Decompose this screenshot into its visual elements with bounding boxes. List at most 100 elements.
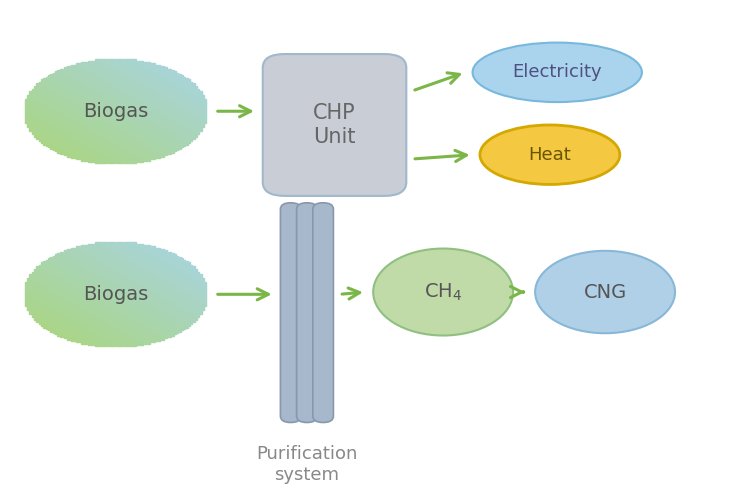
Bar [176, 133, 178, 134]
Bar [129, 245, 132, 246]
Bar [129, 298, 132, 300]
Bar [127, 83, 129, 84]
Bar [111, 150, 113, 151]
Bar [48, 101, 50, 102]
Bar [111, 74, 113, 75]
Bar [50, 107, 52, 108]
Bar [167, 283, 169, 284]
Bar [132, 117, 134, 118]
Bar [120, 151, 123, 153]
Bar [188, 142, 190, 143]
Bar [165, 289, 167, 290]
Bar [169, 151, 171, 153]
Bar [76, 91, 78, 93]
Bar [165, 103, 167, 104]
Bar [197, 284, 200, 285]
Bar [87, 322, 90, 324]
Bar [129, 159, 132, 161]
Bar [60, 296, 62, 297]
Bar [160, 74, 162, 75]
Bar [185, 320, 188, 321]
Bar [69, 253, 71, 254]
Bar [146, 325, 148, 326]
Bar [118, 333, 120, 334]
Bar [46, 95, 48, 97]
Bar [141, 321, 143, 322]
Bar [113, 131, 115, 133]
Bar [71, 249, 74, 250]
Bar [146, 83, 148, 84]
Bar [143, 260, 146, 261]
Bar [153, 272, 155, 273]
Bar [153, 338, 155, 340]
Bar [55, 298, 57, 300]
Bar [171, 263, 174, 264]
Bar [55, 327, 57, 329]
Bar [120, 73, 123, 74]
Bar [57, 141, 60, 142]
Bar [64, 78, 67, 79]
Bar [195, 307, 197, 309]
Bar [104, 309, 106, 310]
Bar [190, 316, 192, 317]
Bar [92, 95, 95, 97]
Bar [127, 332, 129, 333]
Bar [134, 321, 137, 322]
Bar [69, 258, 71, 260]
Bar [57, 111, 60, 113]
Bar [146, 265, 148, 266]
Bar [106, 270, 109, 272]
Bar [197, 294, 200, 296]
Bar [183, 127, 185, 128]
Bar [99, 71, 101, 73]
Bar [109, 102, 111, 103]
Bar [34, 135, 36, 137]
Bar [190, 106, 192, 107]
Bar [115, 300, 118, 301]
Bar [106, 252, 109, 253]
Bar [183, 101, 185, 102]
Bar [85, 253, 87, 254]
Bar [83, 86, 85, 87]
Bar [178, 261, 181, 263]
Bar [92, 272, 95, 273]
Bar [113, 265, 115, 266]
Bar [162, 69, 164, 70]
Bar [97, 298, 99, 300]
Bar [67, 250, 69, 252]
Bar [197, 97, 200, 98]
Bar [57, 131, 60, 133]
Bar [46, 93, 48, 94]
Bar [169, 82, 171, 83]
Bar [69, 95, 71, 97]
Bar [129, 281, 132, 283]
Bar [87, 342, 90, 344]
Bar [188, 141, 190, 142]
Bar [76, 151, 78, 153]
Bar [92, 141, 95, 142]
Bar [188, 263, 190, 264]
Bar [125, 305, 127, 306]
Bar [71, 320, 74, 321]
Bar [44, 290, 46, 292]
Bar [146, 95, 148, 97]
Bar [155, 296, 157, 297]
Bar [176, 95, 178, 97]
Bar [141, 111, 143, 113]
Bar [137, 320, 139, 321]
Bar [192, 118, 194, 119]
Bar [81, 316, 83, 317]
Bar [176, 292, 178, 293]
Bar [169, 252, 171, 253]
Bar [87, 294, 90, 296]
Bar [137, 102, 139, 103]
Bar [52, 95, 55, 97]
Bar [69, 94, 71, 95]
Bar [113, 266, 115, 267]
Bar [200, 107, 202, 108]
Bar [174, 113, 176, 114]
Bar [95, 284, 97, 285]
Bar [127, 134, 129, 135]
Bar [62, 260, 64, 261]
Bar [125, 273, 127, 274]
